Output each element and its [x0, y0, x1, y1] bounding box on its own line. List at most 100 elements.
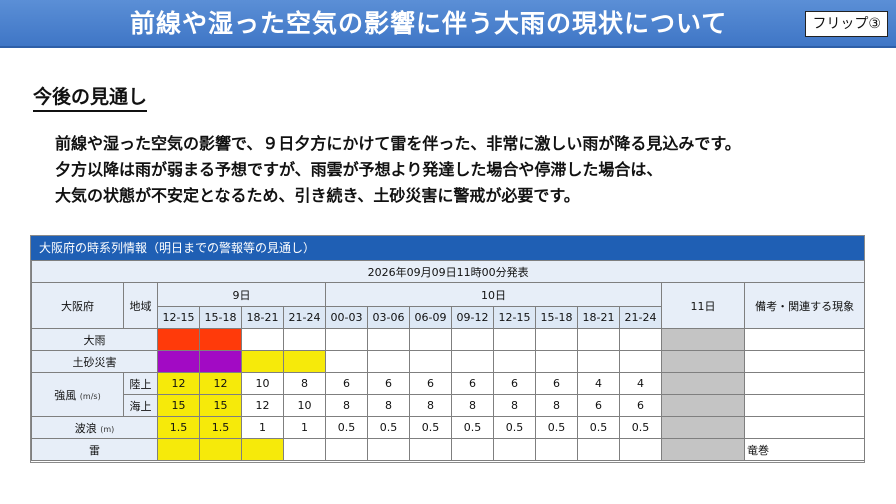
level-cell: [325, 328, 368, 351]
value-cell: 6: [451, 372, 494, 395]
value-cell: 12: [157, 372, 200, 395]
level-cell: [493, 350, 536, 373]
level-cell: [199, 328, 242, 351]
level-cell: [325, 438, 368, 461]
slot-header: 12-15: [157, 306, 200, 329]
flip-number-badge: フリップ③: [805, 11, 888, 37]
level-cell: [283, 438, 326, 461]
wind-label: 強風: [54, 388, 77, 402]
level-cell: [283, 328, 326, 351]
section-heading: 今後の見通し: [33, 82, 148, 112]
value-cell: 4: [619, 372, 662, 395]
level-cell: [367, 328, 410, 351]
value-cell: 10: [283, 394, 326, 417]
wind-unit: (m/s): [79, 391, 101, 401]
slot-header: 21-24: [619, 306, 662, 329]
level-cell: [577, 328, 620, 351]
header-prefecture: 大阪府: [31, 282, 124, 329]
remark-cell: [743, 416, 866, 439]
level-cell: [367, 438, 410, 461]
value-cell: 0.5: [619, 416, 662, 439]
level-cell: [157, 438, 200, 461]
value-cell: 12: [199, 372, 242, 395]
outlook-line-2: 夕方以降は雨が弱まる予想ですが、雨雲が予想より発達した場合や停滞した場合は、: [55, 160, 663, 179]
slot-header: 18-21: [577, 306, 620, 329]
slot-header: 15-18: [535, 306, 578, 329]
day3-cell: [661, 372, 745, 395]
header-remarks: 備考・関連する現象: [743, 282, 866, 329]
row-thunder: 雷 竜巻: [31, 438, 866, 461]
sub-label-sea: 海上: [123, 394, 158, 417]
issue-row: 2026年09月09日11時00分発表: [30, 260, 866, 283]
row-label-wave: 波浪 (m): [31, 416, 158, 439]
value-cell: 0.5: [451, 416, 494, 439]
header-day3: 11日: [661, 282, 745, 329]
value-cell: 15: [199, 394, 242, 417]
value-cell: 10: [241, 372, 284, 395]
level-cell: [619, 328, 662, 351]
level-cell: [409, 328, 452, 351]
level-cell: [241, 350, 284, 373]
value-cell: 4: [577, 372, 620, 395]
value-cell: 1: [241, 416, 284, 439]
slot-header: 18-21: [241, 306, 284, 329]
remark-cell: [743, 328, 866, 351]
day3-cell: [661, 328, 745, 351]
value-cell: 6: [493, 372, 536, 395]
value-cell: 8: [409, 394, 452, 417]
day3-cell: [661, 438, 745, 461]
value-cell: 0.5: [493, 416, 536, 439]
level-cell: [199, 438, 242, 461]
level-cell: [577, 350, 620, 373]
outlook-line-3: 大気の状態が不安定となるため、引き続き、土砂災害に警戒が必要です。: [55, 186, 580, 205]
level-cell: [409, 438, 452, 461]
header-row-days: 大阪府 地域 9日 10日 11日 備考・関連する現象: [31, 282, 866, 329]
value-cell: 6: [367, 372, 410, 395]
value-cell: 0.5: [367, 416, 410, 439]
value-cell: 0.5: [409, 416, 452, 439]
remark-cell: [743, 350, 866, 373]
sub-label-land: 陸上: [123, 372, 158, 395]
slot-header: 15-18: [199, 306, 242, 329]
value-cell: 6: [577, 394, 620, 417]
row-landslide: 土砂災害: [31, 350, 866, 373]
value-cell: 8: [493, 394, 536, 417]
page-title: 前線や湿った空気の影響に伴う大雨の現状について: [130, 9, 728, 38]
day3-cell: [661, 416, 745, 439]
table-caption: 大阪府の時系列情報（明日までの警報等の見通し）: [31, 236, 864, 260]
value-cell: 1.5: [157, 416, 200, 439]
row-label-thunder: 雷: [31, 438, 158, 461]
wave-unit: (m): [100, 424, 115, 434]
row-wind-land: 強風 (m/s) 陸上 12 12 10 8 6 6 6 6 6 6 4 4: [31, 372, 866, 417]
level-cell: [241, 328, 284, 351]
row-heavy-rain: 大雨: [31, 328, 866, 351]
level-cell: [577, 438, 620, 461]
value-cell: 1.5: [199, 416, 242, 439]
level-cell: [535, 438, 578, 461]
value-cell: 12: [241, 394, 284, 417]
level-cell: [157, 328, 200, 351]
row-label-landslide: 土砂災害: [31, 350, 158, 373]
day3-cell: [661, 394, 745, 417]
value-cell: 6: [535, 372, 578, 395]
header-area: 地域: [123, 282, 158, 329]
issue-time: 2026年09月09日11時00分発表: [30, 260, 866, 283]
header-day2: 10日: [325, 282, 662, 307]
forecast-table: 2026年09月09日11時00分発表 大阪府 地域 9日 10日 11日 備考…: [30, 260, 866, 461]
outlook-line-1: 前線や湿った空気の影響で、９日夕方にかけて雷を伴った、非常に激しい雨が降る見込み…: [55, 134, 741, 153]
value-cell: 8: [535, 394, 578, 417]
row-label-wind: 強風 (m/s): [31, 372, 124, 417]
level-cell: [367, 350, 410, 373]
slot-header: 03-06: [367, 306, 410, 329]
value-cell: 6: [409, 372, 452, 395]
header-row-slots: 12-15 15-18 18-21 21-24 00-03 03-06 06-0…: [32, 306, 865, 329]
value-cell: 15: [157, 394, 200, 417]
level-cell: [199, 350, 242, 373]
level-cell: [451, 328, 494, 351]
header-day1: 9日: [157, 282, 326, 307]
value-cell: 6: [325, 372, 368, 395]
level-cell: [535, 328, 578, 351]
value-cell: 0.5: [325, 416, 368, 439]
level-cell: [451, 350, 494, 373]
level-cell: [619, 438, 662, 461]
